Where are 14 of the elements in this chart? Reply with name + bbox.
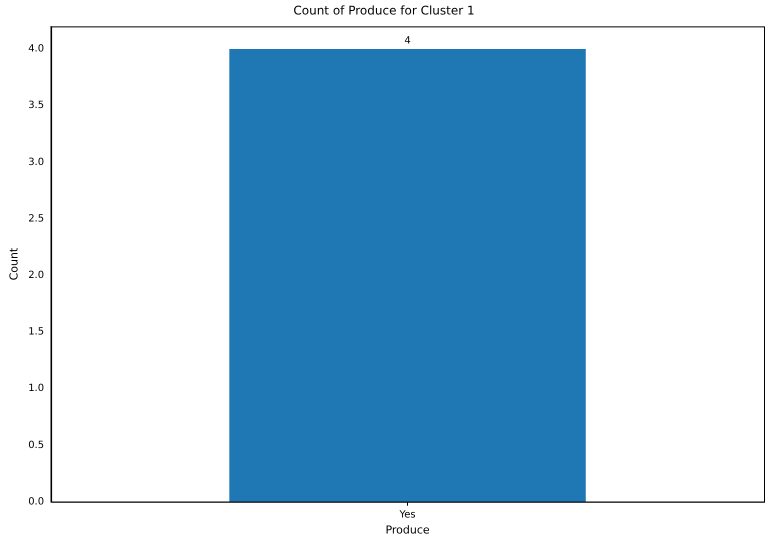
y-tick-label: 0.0 [28, 496, 44, 508]
y-tick-label: 2.5 [28, 213, 44, 224]
y-tick-label: 4.0 [28, 44, 44, 55]
y-tick-label: 3.5 [28, 100, 44, 112]
y-tick-label: 1.5 [28, 326, 44, 338]
x-axis-title: Produce [385, 523, 430, 536]
x-tick-label: Yes [398, 509, 416, 520]
y-axis-title: Count [7, 247, 20, 280]
data-label: 4 [404, 36, 411, 47]
chart-title: Count of Produce for Cluster 1 [293, 3, 475, 18]
y-tick-label: 3.0 [28, 156, 44, 168]
y-tick-label: 2.0 [28, 270, 44, 282]
y-tick-label: 0.5 [28, 440, 44, 451]
y-tick-label: 1.0 [28, 383, 44, 394]
